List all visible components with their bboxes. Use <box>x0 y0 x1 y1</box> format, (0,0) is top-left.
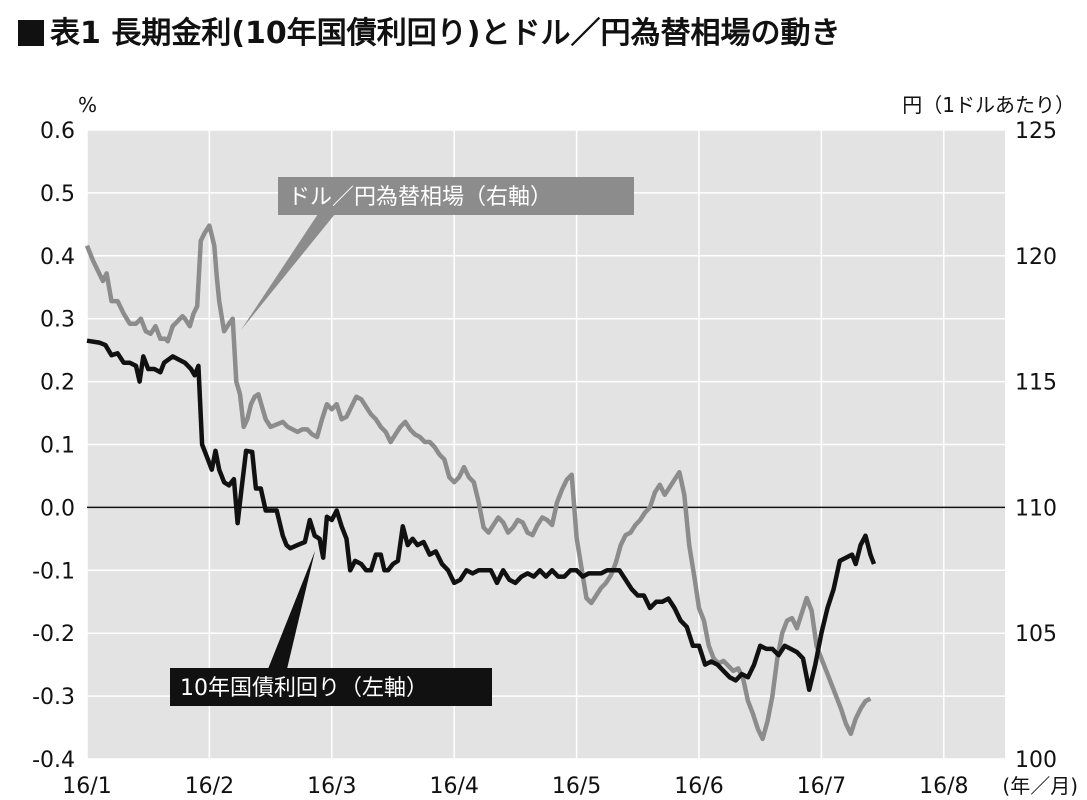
left-tick-label: -0.1 <box>32 559 75 584</box>
left-tick-label: -0.3 <box>32 685 75 710</box>
right-tick-label: 105 <box>1015 622 1057 647</box>
x-tick-label: 16/6 <box>674 774 723 799</box>
left-tick-label: 0.6 <box>40 119 75 144</box>
callout-yield-label: 10年国債利回り（左軸） <box>180 676 428 701</box>
right-tick-label: 120 <box>1015 245 1057 270</box>
yield-line <box>86 338 877 693</box>
x-tick-label: 16/3 <box>307 774 356 799</box>
right-axis-ticks: 125 120 115 110 105 100 <box>1015 119 1057 773</box>
right-tick-label: 115 <box>1015 371 1057 396</box>
callout-usdjpy: ドル／円為替相場（右軸） <box>241 177 634 330</box>
x-tick-label: 16/2 <box>185 774 234 799</box>
left-axis-unit: % <box>78 93 97 117</box>
right-tick-label: 110 <box>1015 496 1057 521</box>
callout-yield: 10年国債利回り（左軸） <box>170 551 492 706</box>
x-tick-label: 16/4 <box>429 774 478 799</box>
left-tick-label: 0.0 <box>40 496 75 521</box>
x-axis-label: (年／月) <box>1002 774 1078 798</box>
callout-yield-pointer <box>268 551 315 669</box>
title-square-icon <box>18 20 44 46</box>
x-tick-label: 16/1 <box>62 774 111 799</box>
left-axis-ticks: 0.6 0.5 0.4 0.3 0.2 0.1 0.0 -0.1 -0.2 -0.3 -0.4 <box>32 119 75 773</box>
left-tick-label: 0.2 <box>40 371 75 396</box>
callout-yield-box <box>170 668 492 706</box>
left-tick-label: 0.1 <box>40 434 75 459</box>
left-tick-label: 0.3 <box>40 308 75 333</box>
right-tick-label: 100 <box>1015 748 1057 773</box>
x-tick-label: 16/5 <box>552 774 601 799</box>
right-tick-label: 125 <box>1015 119 1057 144</box>
left-tick-label: -0.4 <box>32 748 75 773</box>
chart-title: 表1 長期金利(10年国債利回り)とドル／円為替相場の動き <box>18 8 841 52</box>
x-axis-ticks: 16/1 16/2 16/3 16/4 16/5 16/6 16/7 16/8 <box>62 774 968 799</box>
callout-usdjpy-box <box>278 177 634 215</box>
right-axis-unit: 円（1ドルあたり） <box>902 93 1075 117</box>
callout-usdjpy-pointer <box>241 214 335 330</box>
usdjpy-line <box>84 223 872 742</box>
chart-title-text: 表1 長期金利(10年国債利回り)とドル／円為替相場の動き <box>50 16 841 51</box>
left-tick-label: 0.5 <box>40 182 75 207</box>
x-tick-label: 16/8 <box>919 774 968 799</box>
left-tick-label: 0.4 <box>40 245 75 270</box>
callout-usdjpy-label: ドル／円為替相場（右軸） <box>288 185 552 210</box>
x-tick-label: 16/7 <box>797 774 846 799</box>
left-tick-label: -0.2 <box>32 622 75 647</box>
